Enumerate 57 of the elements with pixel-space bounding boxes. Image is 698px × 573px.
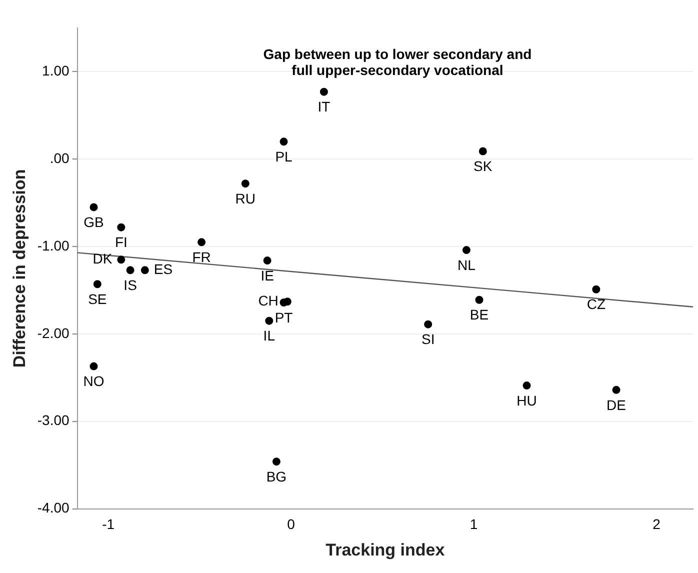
point: [126, 266, 134, 274]
point: [90, 362, 98, 370]
point: [612, 386, 620, 394]
annotation: NL: [458, 256, 476, 273]
annotation: PT: [274, 309, 294, 326]
point: [478, 147, 487, 156]
point: [462, 246, 470, 254]
x-tick-label: -1: [102, 516, 115, 532]
point: [198, 238, 206, 246]
annotation: DE: [606, 396, 626, 413]
annotation: BE: [470, 306, 489, 323]
x-tick-label: 1: [470, 516, 478, 532]
point: [475, 296, 484, 304]
annotation: FR: [192, 249, 211, 266]
point: [90, 203, 98, 212]
text: Gap between up to lower secondary and full upper-secondary vocational: [263, 46, 532, 78]
annotation: NO: [83, 373, 104, 390]
point: [522, 382, 531, 390]
point: [93, 280, 102, 288]
y-tick-label: -2.00: [37, 324, 70, 341]
point: [241, 180, 250, 188]
annotation: ES: [154, 261, 173, 278]
point: [280, 138, 288, 146]
x-tick-label: 2: [652, 516, 661, 532]
annotation: SI: [421, 331, 435, 348]
annotation: RU: [235, 190, 256, 206]
point: [320, 88, 328, 96]
annotation: IL: [263, 328, 276, 344]
annotation: FI: [114, 234, 128, 250]
y-tick-label: -4.00: [37, 500, 70, 516]
annotation: IE: [260, 267, 274, 284]
annotation: CH: [258, 292, 278, 308]
y-axis-title: Difference in depression: [10, 169, 29, 368]
annotation: SK: [474, 158, 493, 174]
annotation: SE: [88, 290, 107, 307]
point: [263, 256, 272, 265]
annotation: GB: [84, 214, 104, 230]
annotation: PL: [275, 148, 293, 165]
point: [265, 316, 274, 325]
y-tick-label: 1.00: [42, 62, 70, 79]
annotation: DK: [92, 250, 113, 267]
point: [140, 266, 149, 274]
point: [592, 285, 600, 294]
x-tick-label: 0: [287, 516, 296, 532]
annotation: BG: [266, 468, 287, 484]
annotation: IS: [124, 277, 137, 294]
y-tick-label: .00: [50, 150, 70, 166]
y-tick-label: -1.00: [37, 237, 70, 254]
annotation: IT: [318, 98, 331, 115]
point: [424, 320, 432, 328]
y-tick-label: -3.00: [37, 412, 70, 428]
point: [117, 223, 126, 232]
point: [272, 458, 280, 466]
annotation: HU: [516, 392, 537, 408]
annotation: CZ: [586, 296, 606, 312]
x-axis-title: Tracking index: [326, 540, 446, 560]
point: [117, 256, 126, 264]
